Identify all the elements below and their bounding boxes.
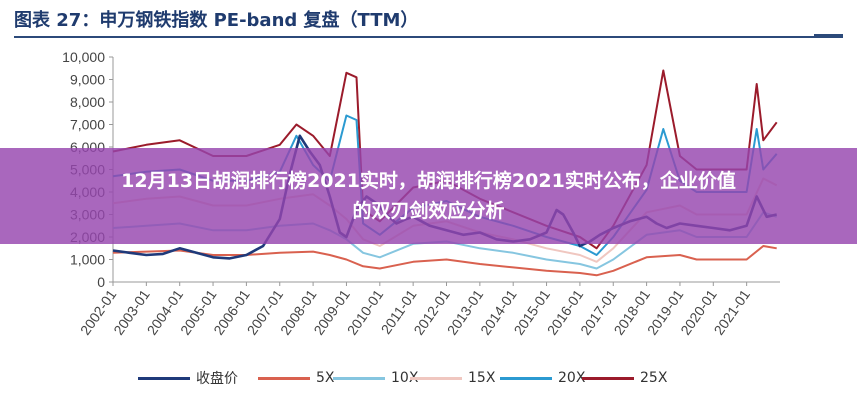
- legend-swatch: [258, 376, 310, 380]
- series-line-5X: [112, 245, 777, 277]
- y-tick-label: 7,000: [70, 117, 105, 133]
- legend-swatch: [333, 376, 385, 380]
- legend-item: 25X: [582, 367, 667, 389]
- legend-item: 5X: [258, 367, 335, 389]
- title-rule-accent: [814, 34, 843, 38]
- legend-label: 5X: [316, 370, 335, 386]
- legend-swatch: [138, 376, 190, 380]
- chart-legend: 收盘价 5X 10X 15X 20X 25X: [0, 367, 857, 389]
- legend-label: 收盘价: [196, 371, 238, 387]
- legend-label: 25X: [640, 370, 668, 386]
- y-tick-label: 10,000: [62, 49, 105, 65]
- legend-item: 20X: [500, 367, 585, 389]
- article-headline-banner[interactable]: 12月13日胡润排行榜2021实时，胡润排行榜2021实时公布，企业价值 的双刃…: [0, 148, 857, 244]
- legend-item: 收盘价: [138, 367, 238, 389]
- legend-label: 15X: [468, 370, 496, 386]
- figure-title: 图表 27：申万钢铁指数 PE-band 复盘（TTM）: [14, 10, 419, 31]
- legend-item: 15X: [410, 367, 495, 389]
- title-rule: [14, 36, 843, 38]
- legend-item: 10X: [333, 367, 418, 389]
- legend-swatch: [500, 376, 552, 380]
- legend-swatch: [410, 376, 462, 380]
- legend-label: 20X: [558, 370, 586, 386]
- y-tick-label: 0: [97, 274, 105, 290]
- headline-line-2[interactable]: 的双刃剑效应分析: [352, 200, 505, 222]
- y-tick-label: 8,000: [70, 94, 105, 110]
- y-tick-label: 9,000: [70, 72, 105, 88]
- headline-line-1[interactable]: 12月13日胡润排行榜2021实时，胡润排行榜2021实时公布，企业价值: [121, 170, 736, 192]
- legend-label: 10X: [391, 370, 419, 386]
- y-tick-label: 1,000: [70, 252, 105, 268]
- legend-swatch: [582, 376, 634, 380]
